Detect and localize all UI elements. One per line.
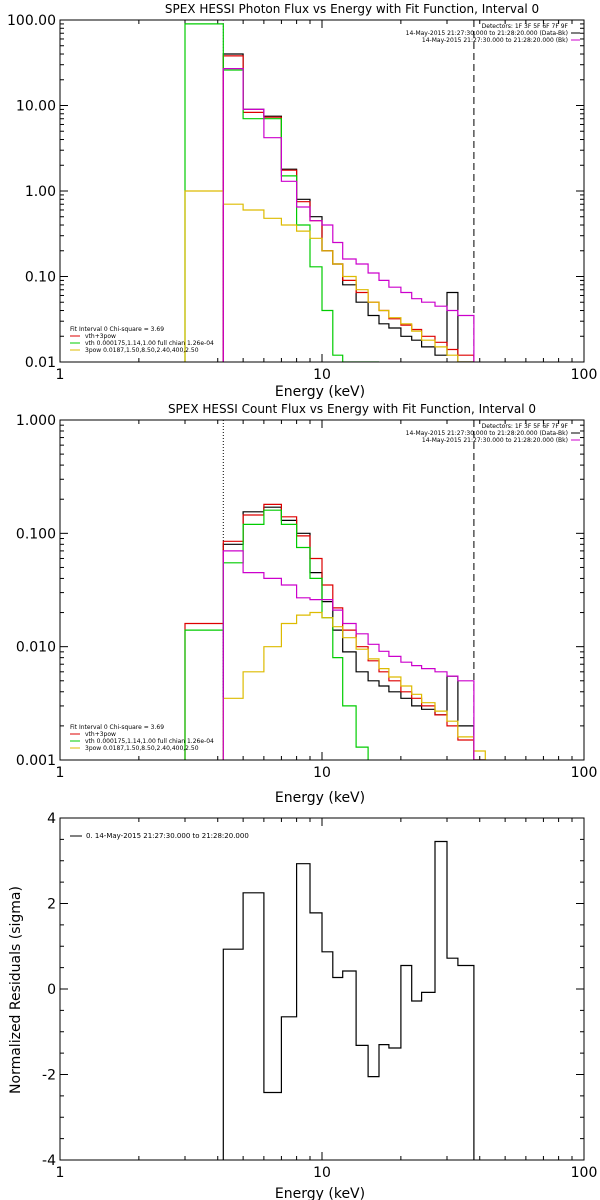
legend-bottomleft-entry: 3pow 0.0187,1.50,8.50,2.40,400,2.50 (85, 745, 199, 752)
legend-topright-entry: Detectors: 1F 3F 5F 6F 7F 9F (482, 423, 569, 430)
plot-area (184, 20, 475, 362)
y-tick-label: 0.01 (25, 355, 56, 371)
count-flux-panel: SPEX HESSI Count Flux vs Energy with Fit… (16, 402, 597, 806)
series-data-bk (222, 506, 486, 760)
y-tick-label: 1.000 (16, 413, 56, 429)
legend-bottomleft-entry: vth+3pow (85, 731, 116, 738)
count-flux-title: SPEX HESSI Count Flux vs Energy with Fit… (168, 402, 536, 416)
x-tick-label: 10 (313, 765, 331, 781)
legend-bottomleft-entry: vth 0.000175,1.14,1.00 full chian 1.26e-… (85, 738, 214, 745)
residuals-panel: 1 10 100 -4 -2 0 2 4 0. 14-May-2015 21:27:30.000… (8, 811, 597, 1200)
legend-topright-entry: 14-May-2015 21:27:30.000 to 21:28:20.000… (422, 37, 568, 44)
legend-topleft-entry: 0. 14-May-2015 21:27:30.000 to 21:28:20.… (86, 832, 249, 840)
residuals-plot: 1 10 100 -4 -2 0 2 4 0. 14-May-2015 21:27:30.000… (42, 811, 597, 1181)
y-tick-label: 0.010 (16, 640, 56, 656)
legend-bottomleft-entry: vth+3pow (85, 333, 116, 340)
legend-topright-entry: 14-May-2015 21:27:30.000 to 21:28:20.000… (406, 30, 568, 37)
legend-topright-entry: 14-May-2015 21:27:30.000 to 21:28:20.000… (422, 437, 568, 444)
residuals-xlabel: Energy (keV) (275, 1186, 365, 1200)
legend-bottomleft-entry: vth 0.000175,1.14,1.00 full chian 1.26e-… (85, 340, 214, 347)
y-tick-label: 4 (47, 811, 56, 827)
photon-flux-title: SPEX HESSI Photon Flux vs Energy with Fi… (165, 2, 539, 16)
y-tick-label: 0.100 (16, 526, 56, 542)
series-vth (184, 23, 379, 362)
x-tick-label: 10 (313, 1165, 331, 1181)
residuals-ylabel: Normalized Residuals (sigma) (8, 886, 24, 1094)
x-tick-label: 100 (571, 367, 598, 383)
plot-area (222, 840, 475, 1160)
series-3pow (184, 190, 474, 362)
count-flux-plot: 1 10 100 0.001 0.010 0.100 1.000 Detectors: 1F … (16, 413, 597, 781)
y-tick-label: -4 (42, 1153, 56, 1169)
x-tick-label: 10 (313, 367, 331, 383)
legend-bottomleft-entry: Fit Interval 0 Chi-square = 3.69 (70, 326, 164, 333)
x-tick-label: 100 (571, 765, 598, 781)
x-tick-label: 1 (56, 765, 65, 781)
series-bk (222, 550, 475, 760)
x-tick-label: 1 (56, 367, 65, 383)
photon-flux-xlabel: Energy (keV) (275, 384, 365, 400)
x-tick-label: 100 (571, 1165, 598, 1181)
legend-bottomleft-entry: 3pow 0.0187,1.50,8.50,2.40,400,2.50 (85, 347, 199, 354)
y-tick-label: 0.10 (25, 270, 56, 286)
series-vth (184, 509, 369, 760)
y-tick-label: 0 (47, 982, 56, 998)
plot-frame (59, 817, 585, 1161)
x-tick-label: 1 (56, 1165, 65, 1181)
y-tick-label: 100.00 (7, 13, 56, 29)
photon-flux-panel: SPEX HESSI Photon Flux vs Energy with Fi… (7, 2, 597, 400)
series-data-bk (222, 53, 474, 362)
series-vth-3pow (184, 503, 486, 760)
y-tick-label: 2 (47, 897, 56, 913)
plot-frame (59, 419, 585, 761)
legend-topright-entry: 14-May-2015 21:27:30.000 to 21:28:20.000… (406, 430, 568, 437)
count-flux-xlabel: Energy (keV) (275, 790, 365, 806)
series-3pow (222, 611, 486, 760)
series-vth-3pow (222, 55, 475, 362)
plot-frame (59, 19, 585, 363)
series-bk (222, 68, 475, 362)
y-tick-label: 10.00 (16, 99, 56, 115)
y-tick-label: 0.001 (16, 753, 56, 769)
y-tick-label: -2 (42, 1068, 56, 1084)
photon-flux-plot: 1 10 100 0.01 0.10 1.00 10.00 100.00 Detectors: … (7, 13, 597, 383)
legend-bottomleft-entry: Fit Interval 0 Chi-square = 3.69 (70, 724, 164, 731)
legend-topright-entry: Detectors: 1F 3F 5F 6F 7F 9F (482, 23, 569, 30)
series-0-14-may-2015-21-27-30-000-to-21-28-20-000 (222, 840, 475, 1160)
y-tick-label: 1.00 (25, 184, 56, 200)
plot-area (184, 420, 486, 760)
